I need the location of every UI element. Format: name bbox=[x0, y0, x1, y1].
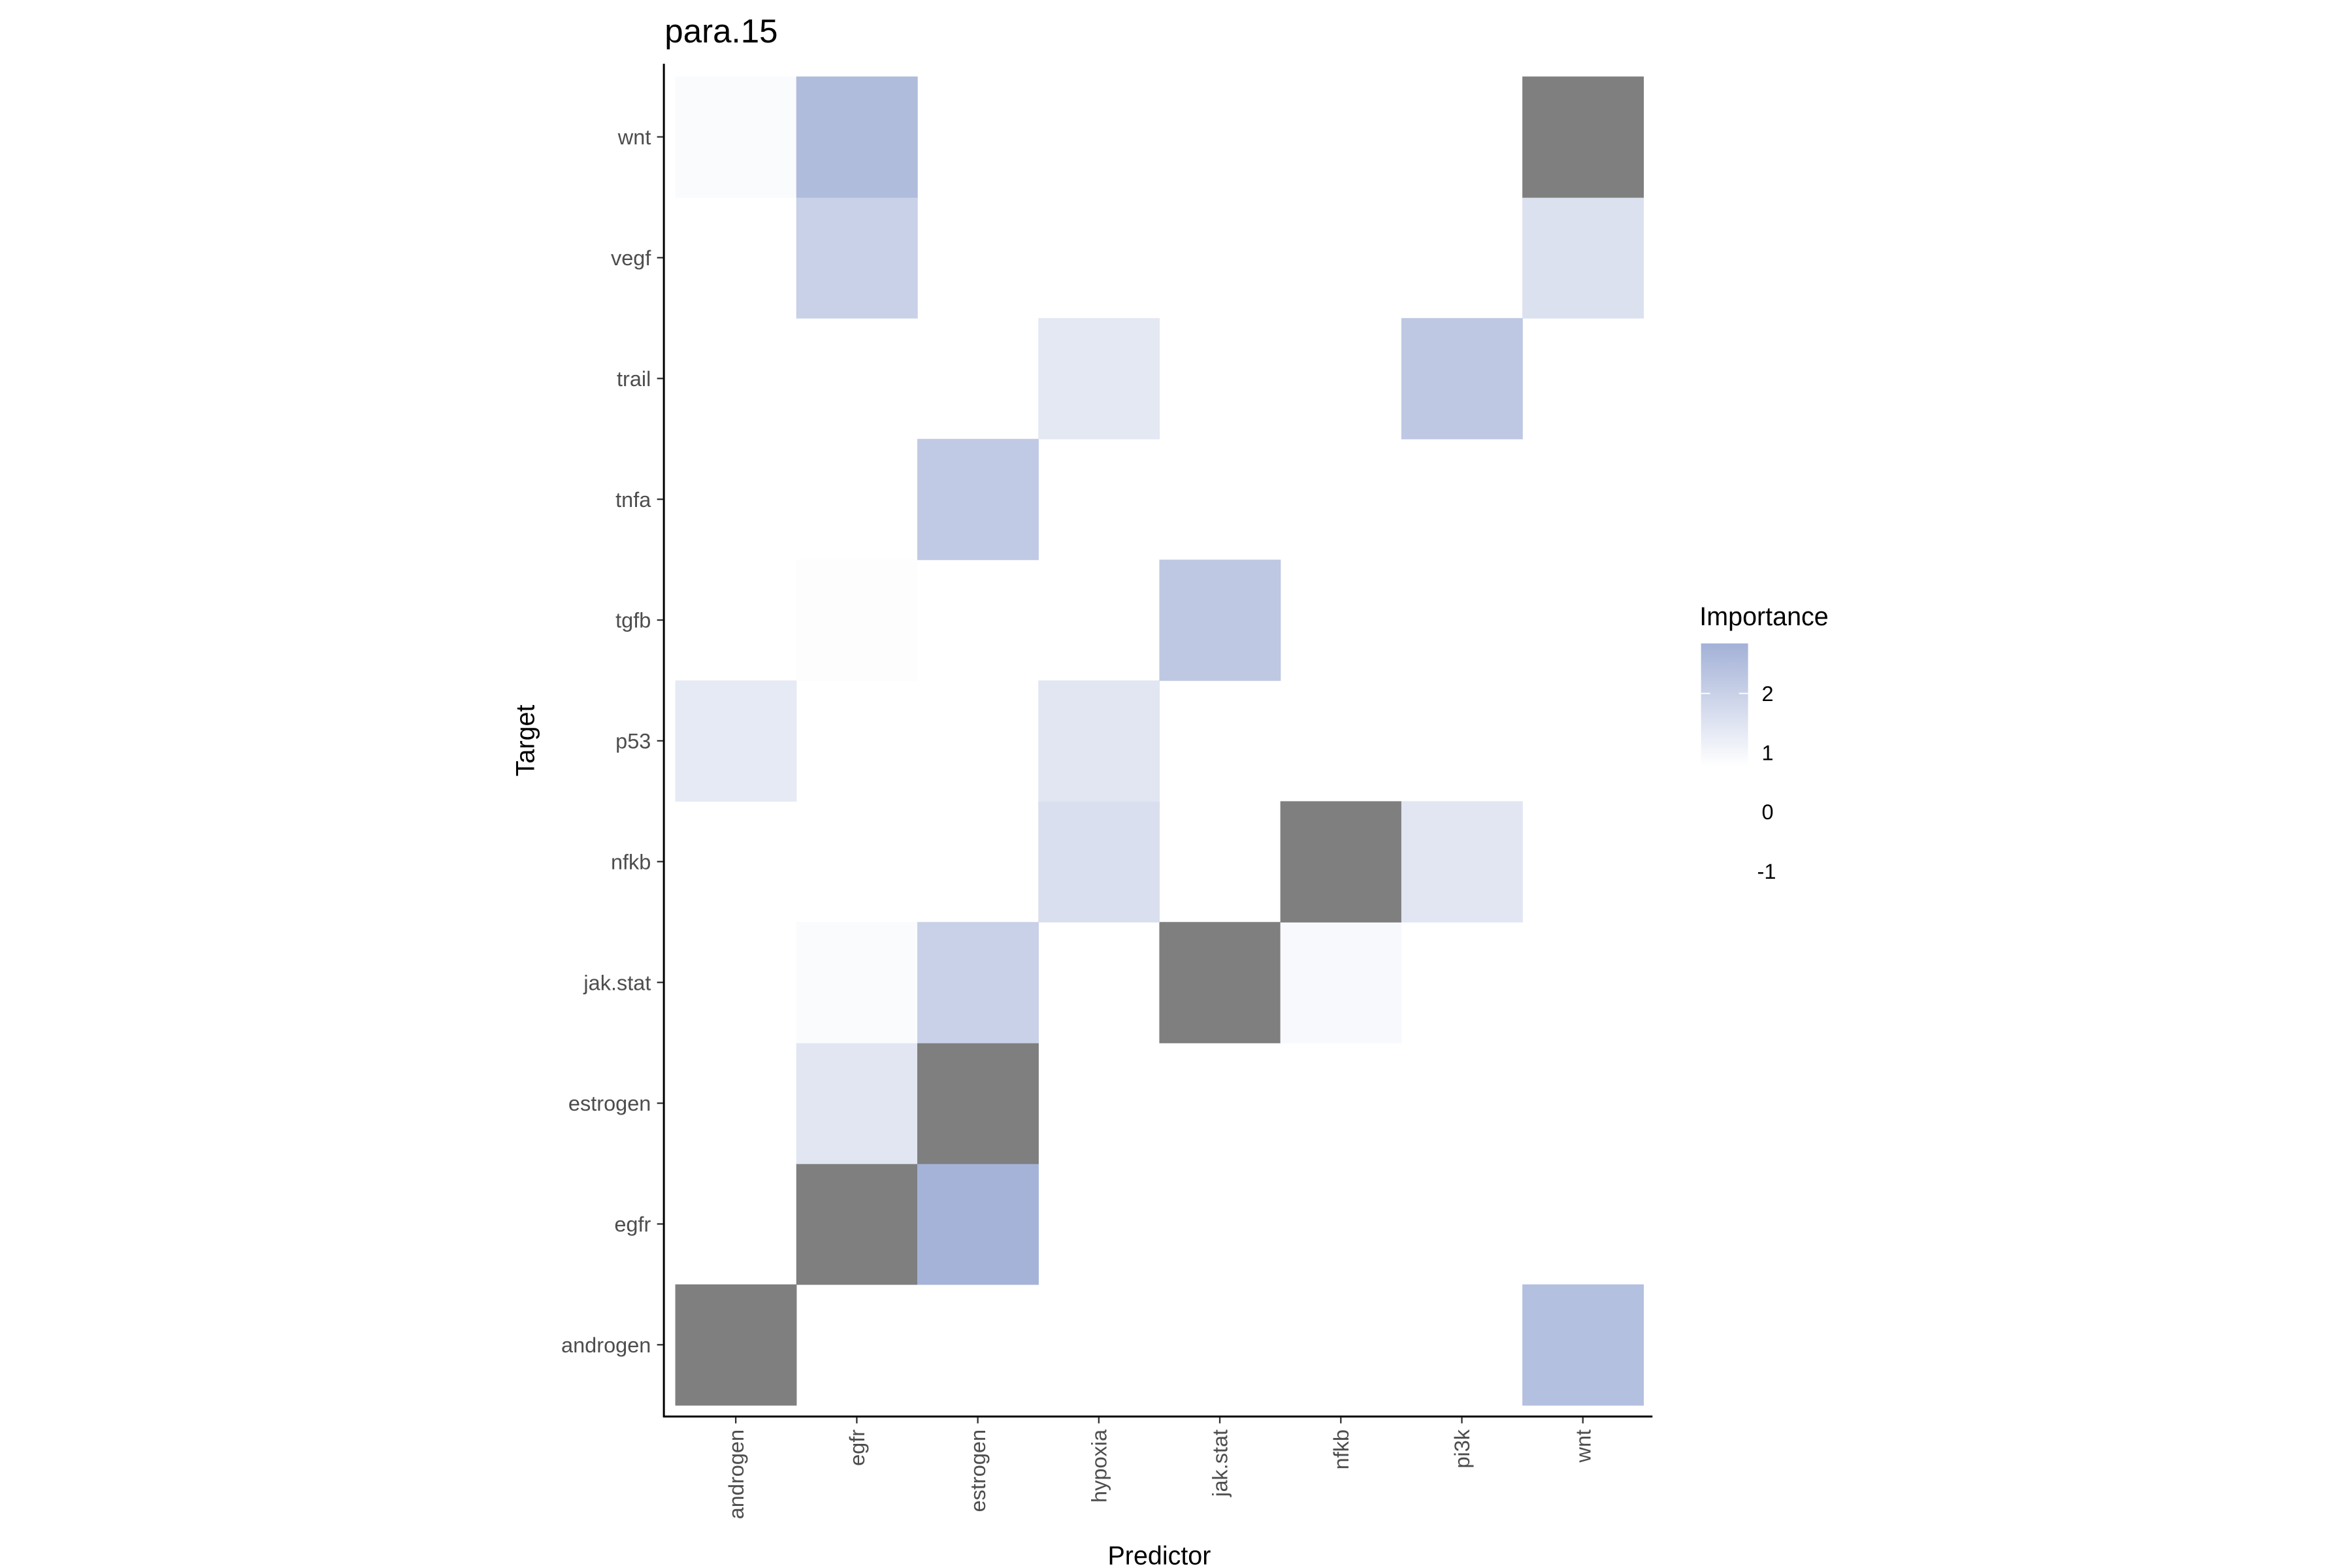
legend-title: Importance bbox=[1699, 602, 1828, 631]
x-tick-label: egfr bbox=[845, 1429, 869, 1466]
cell-p53-hypoxia bbox=[1038, 680, 1160, 802]
cell-nfkb-hypoxia bbox=[1038, 801, 1160, 923]
x-tick-label: hypoxia bbox=[1087, 1429, 1111, 1503]
cell-vegf-egfr bbox=[796, 197, 918, 319]
y-tick-label: androgen bbox=[561, 1333, 651, 1357]
x-axis-ticks: androgen egfr estrogen hypoxia jak.stat nfkb p… bbox=[725, 1417, 1595, 1519]
cell-tgfb-egfr bbox=[796, 559, 918, 681]
cell-estrogen-estrogen bbox=[917, 1043, 1039, 1164]
y-tick-label: jak.stat bbox=[583, 971, 651, 994]
legend-colorbar bbox=[1701, 643, 1748, 766]
cell-nfkb-pi3k bbox=[1401, 801, 1523, 923]
legend-label: 0 bbox=[1762, 800, 1774, 824]
cell-androgen-wnt bbox=[1522, 1284, 1644, 1406]
cell-p53-androgen bbox=[675, 680, 797, 802]
cell-androgen-androgen bbox=[675, 1284, 797, 1406]
cell-wnt-egfr bbox=[796, 76, 918, 198]
y-tick-label: estrogen bbox=[568, 1092, 651, 1115]
y-tick-label: tgfb bbox=[615, 609, 651, 632]
cell-vegf-wnt bbox=[1522, 197, 1644, 319]
x-tick-label: nfkb bbox=[1330, 1429, 1353, 1469]
cell-wnt-wnt bbox=[1522, 76, 1644, 198]
chart-title: para.15 bbox=[664, 12, 777, 50]
legend-label: 2 bbox=[1762, 682, 1774, 706]
y-tick-label: p53 bbox=[615, 730, 651, 753]
cell-tnfa-estrogen bbox=[917, 438, 1039, 561]
cell-trail-hypoxia bbox=[1038, 318, 1160, 440]
legend: Importance 2 1 0 -1 bbox=[1699, 602, 1828, 883]
x-tick-label: androgen bbox=[725, 1429, 748, 1519]
y-tick-label: egfr bbox=[614, 1213, 651, 1236]
cell-jak.stat-estrogen bbox=[917, 922, 1039, 1043]
cell-trail-pi3k bbox=[1401, 318, 1523, 440]
cell-egfr-estrogen bbox=[917, 1163, 1039, 1285]
y-tick-label: tnfa bbox=[615, 488, 651, 512]
legend-label: -1 bbox=[1757, 860, 1776, 883]
cell-wnt-androgen bbox=[675, 76, 797, 198]
y-axis-ticks: androgen egfr estrogen jak.stat nfkb p53 tgfb t… bbox=[561, 125, 663, 1357]
cell-jak.stat-egfr bbox=[796, 922, 918, 1043]
heatmap-cells bbox=[675, 76, 1644, 1406]
cell-egfr-egfr bbox=[796, 1163, 918, 1285]
cell-nfkb-nfkb bbox=[1280, 801, 1402, 923]
x-tick-label: estrogen bbox=[966, 1429, 990, 1512]
x-tick-label: pi3k bbox=[1450, 1429, 1474, 1468]
legend-label: 1 bbox=[1762, 742, 1774, 765]
cell-estrogen-egfr bbox=[796, 1043, 918, 1164]
x-axis-title: Predictor bbox=[1107, 1542, 1211, 1568]
y-tick-label: nfkb bbox=[611, 850, 651, 874]
x-tick-label: jak.stat bbox=[1209, 1429, 1232, 1497]
y-tick-label: vegf bbox=[611, 246, 651, 270]
cell-tgfb-jak.stat bbox=[1159, 559, 1281, 681]
y-axis-title: Target bbox=[512, 705, 540, 777]
y-tick-label: wnt bbox=[617, 125, 651, 149]
y-tick-label: trail bbox=[617, 367, 651, 391]
cell-jak.stat-nfkb bbox=[1280, 922, 1402, 1043]
cell-jak.stat-jak.stat bbox=[1159, 922, 1281, 1043]
x-tick-label: wnt bbox=[1571, 1429, 1595, 1463]
